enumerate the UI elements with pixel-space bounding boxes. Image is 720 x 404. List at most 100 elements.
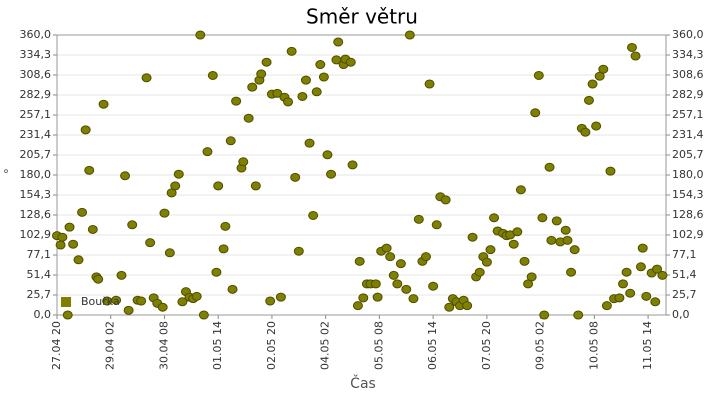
point bbox=[77, 207, 88, 217]
point bbox=[243, 113, 254, 123]
point bbox=[231, 96, 242, 106]
point bbox=[388, 270, 399, 280]
point bbox=[111, 295, 122, 305]
point bbox=[123, 305, 134, 315]
point bbox=[261, 57, 272, 67]
point bbox=[198, 310, 209, 320]
point bbox=[467, 232, 478, 242]
point bbox=[530, 108, 541, 118]
point bbox=[157, 302, 168, 312]
point bbox=[358, 293, 369, 303]
point bbox=[68, 239, 79, 249]
point bbox=[62, 310, 73, 320]
point bbox=[177, 297, 188, 307]
point bbox=[347, 160, 358, 170]
point bbox=[605, 166, 616, 176]
legend-swatch bbox=[61, 297, 71, 307]
point bbox=[265, 296, 276, 306]
x-axis-label: Čas bbox=[350, 374, 376, 392]
point bbox=[551, 216, 562, 226]
point bbox=[583, 95, 594, 105]
point bbox=[141, 73, 152, 83]
point bbox=[308, 210, 319, 220]
point bbox=[87, 224, 98, 234]
point bbox=[544, 162, 555, 172]
point bbox=[401, 284, 412, 294]
point bbox=[625, 288, 636, 298]
point bbox=[164, 248, 175, 258]
point bbox=[195, 30, 206, 40]
y-tick-label: 0,0 bbox=[34, 308, 52, 321]
x-tick-label: 10.05 08 bbox=[587, 321, 600, 370]
point bbox=[566, 267, 577, 277]
point bbox=[598, 64, 609, 74]
point bbox=[173, 169, 184, 179]
point bbox=[64, 222, 75, 232]
point bbox=[333, 37, 344, 47]
point bbox=[55, 240, 66, 250]
y2-tick-label: 128,6 bbox=[672, 208, 704, 221]
y2-tick-label: 257,1 bbox=[672, 108, 704, 121]
point bbox=[218, 244, 229, 254]
point bbox=[283, 97, 294, 107]
y-tick-label: 102,9 bbox=[20, 228, 52, 241]
point bbox=[293, 246, 304, 256]
point bbox=[481, 257, 492, 267]
x-tick-label: 02.05 20 bbox=[265, 321, 278, 370]
point bbox=[80, 125, 91, 135]
y-tick-label: 282,9 bbox=[20, 88, 52, 101]
x-tick-label: 27.04 20 bbox=[50, 321, 63, 370]
point bbox=[98, 99, 109, 109]
plot-frame bbox=[56, 34, 667, 316]
point bbox=[247, 82, 258, 92]
y2-tick-label: 51,4 bbox=[672, 268, 697, 281]
y-tick-label: 231,4 bbox=[20, 128, 52, 141]
y2-tick-label: 231,4 bbox=[672, 128, 704, 141]
point bbox=[272, 88, 283, 98]
point bbox=[211, 267, 222, 277]
point bbox=[580, 127, 591, 137]
point bbox=[159, 208, 170, 218]
point bbox=[428, 281, 439, 291]
point bbox=[370, 279, 381, 289]
point bbox=[84, 165, 95, 175]
point bbox=[537, 213, 548, 223]
point bbox=[191, 291, 202, 301]
legend-label: Bouřka bbox=[81, 295, 120, 308]
y2-tick-label: 0,0 bbox=[672, 308, 690, 321]
point bbox=[630, 51, 641, 61]
point bbox=[136, 296, 147, 306]
point bbox=[225, 136, 236, 146]
point bbox=[392, 279, 403, 289]
point bbox=[275, 292, 286, 302]
y-tick-label: 205,7 bbox=[20, 148, 52, 161]
point bbox=[601, 301, 612, 311]
point bbox=[127, 220, 138, 230]
point bbox=[512, 227, 523, 237]
point bbox=[408, 294, 419, 304]
point bbox=[533, 70, 544, 80]
x-tick-label: 07.05 20 bbox=[480, 321, 493, 370]
point bbox=[626, 42, 637, 52]
y-tick-label: 154,3 bbox=[20, 188, 52, 201]
point bbox=[424, 79, 435, 89]
point bbox=[145, 238, 156, 248]
point bbox=[614, 293, 625, 303]
point bbox=[526, 272, 537, 282]
y-tick-label: 308,6 bbox=[20, 68, 52, 81]
point bbox=[372, 292, 383, 302]
point bbox=[489, 213, 500, 223]
point bbox=[315, 60, 326, 70]
y2-tick-label: 282,9 bbox=[672, 88, 704, 101]
point bbox=[587, 79, 598, 89]
y-tick-label: 257,1 bbox=[20, 108, 52, 121]
point bbox=[326, 169, 337, 179]
point bbox=[93, 274, 104, 284]
point bbox=[120, 171, 131, 181]
point bbox=[546, 235, 557, 245]
point bbox=[474, 267, 485, 277]
point bbox=[637, 243, 648, 253]
point bbox=[116, 270, 127, 280]
y-tick-label: 25,7 bbox=[27, 288, 52, 301]
